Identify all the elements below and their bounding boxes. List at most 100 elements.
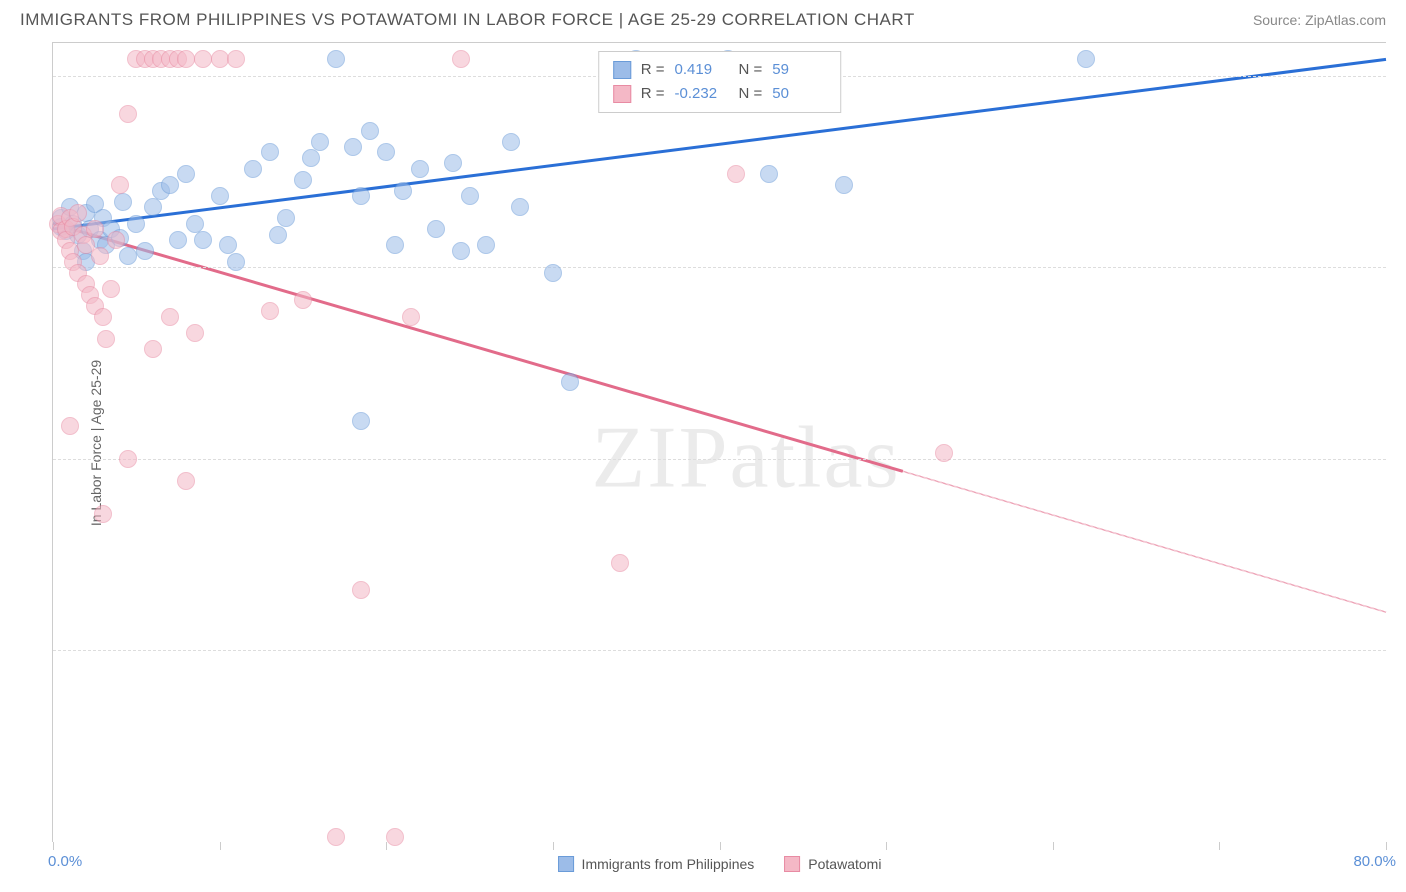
data-point xyxy=(444,154,462,172)
legend-n-label: N = xyxy=(739,58,763,82)
data-point xyxy=(227,253,245,271)
data-point xyxy=(327,828,345,846)
legend-item: Immigrants from Philippines xyxy=(558,856,755,872)
gridline-h xyxy=(53,459,1386,460)
data-point xyxy=(302,149,320,167)
x-tick xyxy=(53,842,54,850)
data-point xyxy=(102,280,120,298)
x-tick xyxy=(1053,842,1054,850)
data-point xyxy=(119,247,137,265)
data-point xyxy=(136,242,154,260)
chart-header: IMMIGRANTS FROM PHILIPPINES VS POTAWATOM… xyxy=(0,0,1406,38)
data-point xyxy=(61,417,79,435)
x-tick xyxy=(386,842,387,850)
legend-item: Potawatomi xyxy=(784,856,881,872)
data-point xyxy=(294,171,312,189)
data-point xyxy=(144,198,162,216)
data-point xyxy=(835,176,853,194)
x-tick xyxy=(1219,842,1220,850)
legend-swatch xyxy=(613,85,631,103)
data-point xyxy=(211,187,229,205)
data-point xyxy=(377,143,395,161)
data-point xyxy=(94,505,112,523)
data-point xyxy=(544,264,562,282)
data-point xyxy=(727,165,745,183)
data-point xyxy=(269,226,287,244)
legend-r-label: R = xyxy=(641,58,665,82)
data-point xyxy=(177,165,195,183)
data-point xyxy=(114,193,132,211)
data-point xyxy=(177,50,195,68)
data-point xyxy=(402,308,420,326)
data-point xyxy=(935,444,953,462)
data-point xyxy=(386,236,404,254)
data-point xyxy=(227,50,245,68)
trendline-extrapolated xyxy=(903,471,1386,612)
data-point xyxy=(111,176,129,194)
data-point xyxy=(91,247,109,265)
data-point xyxy=(277,209,295,227)
data-point xyxy=(261,143,279,161)
legend-swatch xyxy=(558,856,574,872)
x-tick xyxy=(886,842,887,850)
data-point xyxy=(427,220,445,238)
legend-r-value: -0.232 xyxy=(675,82,729,106)
data-point xyxy=(311,133,329,151)
data-point xyxy=(344,138,362,156)
data-point xyxy=(119,105,137,123)
data-point xyxy=(327,50,345,68)
legend-swatch xyxy=(784,856,800,872)
data-point xyxy=(144,340,162,358)
data-point xyxy=(177,472,195,490)
data-point xyxy=(361,122,379,140)
data-point xyxy=(352,187,370,205)
data-point xyxy=(107,231,125,249)
data-point xyxy=(411,160,429,178)
data-point xyxy=(294,291,312,309)
x-tick xyxy=(720,842,721,850)
x-tick xyxy=(1386,842,1387,850)
data-point xyxy=(511,198,529,216)
chart-source: Source: ZipAtlas.com xyxy=(1253,12,1386,28)
data-point xyxy=(261,302,279,320)
data-point xyxy=(127,215,145,233)
x-tick xyxy=(220,842,221,850)
data-point xyxy=(760,165,778,183)
data-point xyxy=(477,236,495,254)
legend-box-row: R =-0.232N =50 xyxy=(613,82,827,106)
data-point xyxy=(386,828,404,846)
data-point xyxy=(97,330,115,348)
data-point xyxy=(352,581,370,599)
series-legend: Immigrants from Philippines Potawatomi xyxy=(558,856,882,872)
data-point xyxy=(611,554,629,572)
trendline xyxy=(53,224,903,472)
data-point xyxy=(69,204,87,222)
chart-container: In Labor Force | Age 25-29 ZIPatlas 47.5… xyxy=(52,42,1386,842)
data-point xyxy=(394,182,412,200)
data-point xyxy=(194,50,212,68)
gridline-h xyxy=(53,267,1386,268)
legend-label: Potawatomi xyxy=(808,856,881,872)
data-point xyxy=(452,242,470,260)
data-point xyxy=(461,187,479,205)
plot-area: ZIPatlas 47.5%65.0%82.5%100.0% xyxy=(53,43,1386,842)
data-point xyxy=(94,308,112,326)
legend-n-value: 59 xyxy=(772,58,826,82)
gridline-h xyxy=(53,650,1386,651)
data-point xyxy=(186,215,204,233)
legend-n-value: 50 xyxy=(772,82,826,106)
data-point xyxy=(561,373,579,391)
correlation-legend-box: R = 0.419 N = 59R =-0.232N =50 xyxy=(598,51,842,113)
legend-label: Immigrants from Philippines xyxy=(582,856,755,872)
legend-box-row: R = 0.419 N = 59 xyxy=(613,58,827,82)
data-point xyxy=(452,50,470,68)
data-point xyxy=(86,220,104,238)
x-tick xyxy=(553,842,554,850)
data-point xyxy=(119,450,137,468)
data-point xyxy=(186,324,204,342)
data-point xyxy=(219,236,237,254)
legend-r-value: 0.419 xyxy=(675,58,729,82)
data-point xyxy=(169,231,187,249)
data-point xyxy=(194,231,212,249)
data-point xyxy=(161,176,179,194)
